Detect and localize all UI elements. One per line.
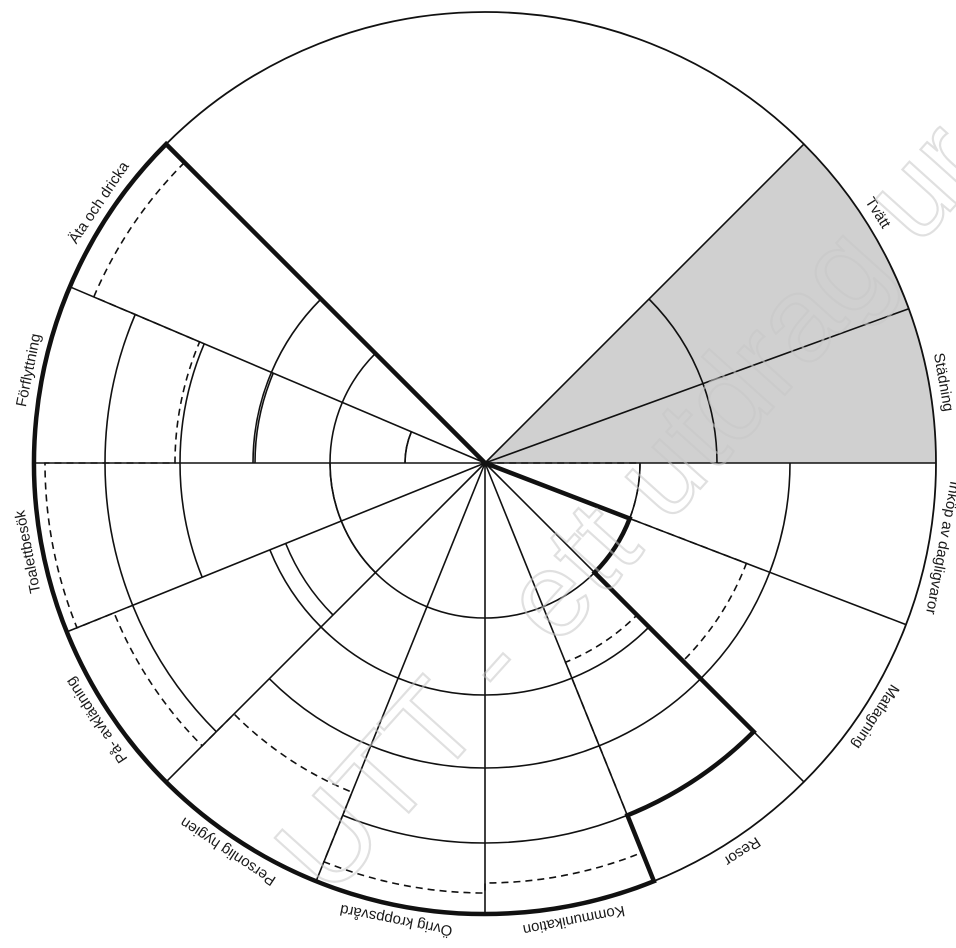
ring-arc-pa-av [340, 520, 376, 574]
dashed-profile [44, 161, 748, 894]
ring-arc-tvatt [648, 298, 704, 384]
ring-arc-ovrig [426, 605, 486, 619]
ring-arc-resor [627, 731, 755, 817]
ring-arc-hygien [374, 572, 428, 608]
ring-arc-kommunikation [484, 677, 573, 696]
sector-label-stadning: Städning [930, 352, 956, 413]
shade-stadning [485, 308, 936, 463]
ring-arc-kommunikation [484, 605, 544, 619]
ring-arc-forflyttning [179, 343, 205, 464]
sector-divider [66, 462, 486, 633]
ring-arc-pa-av [269, 549, 322, 628]
ring-arc-forflyttning [252, 372, 273, 464]
ring-arc-toalett [104, 462, 134, 606]
ring-arc-ata [341, 352, 376, 403]
inner-arc [404, 431, 413, 464]
shaded-sectors [485, 144, 936, 463]
inner-arc [254, 372, 275, 464]
ring-arc-kommunikation [484, 745, 600, 769]
ring-arc-kommunikation [484, 814, 628, 844]
ring-arc-stadning [702, 383, 718, 464]
inner-arc [329, 462, 376, 574]
ring-arc-ovrig [342, 814, 486, 844]
ring-arc-hygien [268, 678, 371, 747]
sector-label-pa-av: På- avklädning [62, 674, 131, 766]
ring-arc-inkop [768, 462, 791, 573]
bold-profile [31, 140, 757, 917]
ring-arc-toalett [179, 462, 203, 578]
ring-arc-matlagning [700, 572, 771, 680]
ring-arc-resor [599, 678, 702, 747]
shade-tvatt [485, 144, 909, 463]
sector-label-resor: Resor [721, 833, 764, 869]
sector-label-matlagning: Matlagning [848, 681, 902, 752]
ring-arc-ovrig [370, 745, 486, 769]
dashed-outline [44, 161, 748, 894]
sector-divider [69, 286, 486, 464]
ring-arc-forflyttning [104, 314, 136, 464]
ring-arc-pa-av [131, 605, 217, 733]
ring-arc-forflyttning [329, 402, 344, 464]
ring-arc-hygien [320, 626, 399, 679]
ring-arc-toalett [329, 462, 343, 522]
bold-outline [31, 140, 757, 917]
ring-arc-ata [270, 298, 322, 373]
sector-divider [484, 143, 805, 464]
inner-arc [284, 543, 334, 616]
ring-arc-resor [542, 572, 596, 608]
ring-arc-resor [571, 626, 650, 679]
sector-divider [484, 307, 910, 464]
ring-arc-ovrig [397, 677, 486, 696]
